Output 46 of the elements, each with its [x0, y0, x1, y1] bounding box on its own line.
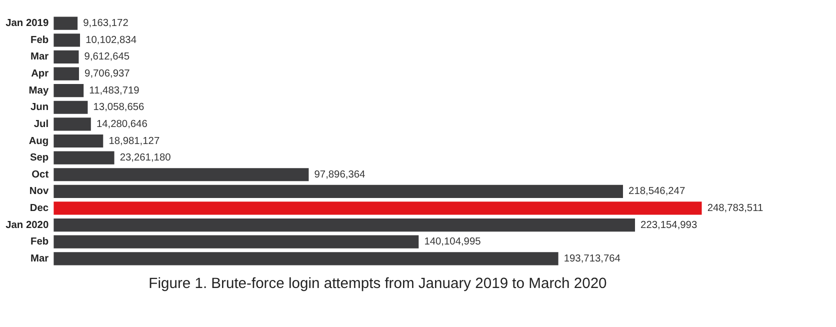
y-tick-label: Feb — [30, 34, 49, 46]
bar — [54, 168, 309, 182]
y-tick-label: Sep — [30, 152, 49, 164]
y-tick-label: Aug — [28, 136, 49, 147]
data-label: 248,783,511 — [707, 203, 764, 214]
y-tick-label: Nov — [29, 186, 49, 198]
bar — [54, 252, 558, 266]
data-label: 140,104,995 — [424, 236, 482, 248]
data-label: 14,280,646 — [96, 118, 148, 130]
data-label: 9,163,172 — [83, 18, 129, 30]
y-tick-label: Jan 2020 — [6, 220, 49, 231]
data-label: 223,154,993 — [640, 220, 698, 231]
bar — [54, 184, 623, 198]
data-label: 218,546,247 — [628, 186, 686, 198]
y-tick-label: Dec — [30, 203, 49, 214]
bar — [54, 202, 702, 215]
y-tick-label: Mar — [30, 52, 49, 63]
bar — [54, 34, 80, 47]
data-label: 9,612,645 — [84, 52, 130, 63]
bar — [54, 50, 79, 64]
bar — [54, 118, 91, 131]
bar — [54, 134, 104, 148]
bar — [54, 84, 84, 98]
y-tick-label: Apr — [31, 68, 49, 80]
y-tick-label: May — [28, 85, 49, 96]
data-label: 193,713,764 — [564, 253, 621, 264]
bar — [54, 16, 78, 30]
data-label: 23,261,180 — [120, 152, 172, 164]
data-label: 9,706,937 — [84, 68, 130, 80]
y-tick-label: Mar — [30, 253, 49, 264]
bar — [54, 235, 419, 248]
y-tick-label: Jan 2019 — [6, 18, 49, 30]
data-label: 13,058,656 — [93, 102, 145, 114]
y-tick-label: Feb — [30, 236, 49, 248]
data-label: 11,483,719 — [89, 85, 140, 96]
bar — [54, 151, 114, 164]
bar — [54, 100, 88, 114]
data-label: 18,981,127 — [108, 136, 160, 147]
data-label: 10,102,834 — [86, 34, 137, 46]
y-tick-label: Oct — [32, 169, 50, 180]
y-tick-label: Jun — [30, 102, 49, 114]
bar — [54, 218, 635, 232]
data-label: 97,896,364 — [314, 169, 366, 180]
y-tick-label: Jul — [34, 118, 49, 130]
bar — [54, 67, 79, 80]
text: Figure 1. Brute-force login attempts from January 2019 to March 2020 — [148, 276, 607, 292]
